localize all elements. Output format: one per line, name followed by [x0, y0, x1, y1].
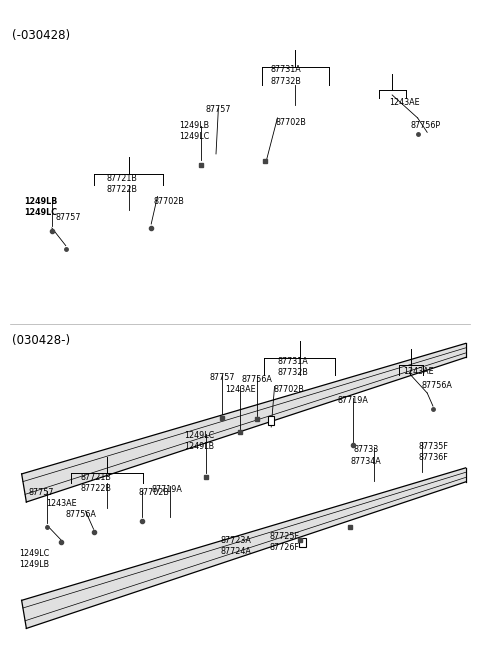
- Text: 87731A
87732B: 87731A 87732B: [270, 66, 301, 86]
- Text: 87723A
87724A: 87723A 87724A: [221, 536, 252, 556]
- Text: 87702B: 87702B: [276, 118, 307, 127]
- Text: 87719A: 87719A: [337, 396, 368, 405]
- Text: 87756A: 87756A: [241, 375, 272, 384]
- Text: (-030428): (-030428): [12, 29, 70, 43]
- Text: 87702B: 87702B: [138, 488, 169, 497]
- Text: 87725F
87726F: 87725F 87726F: [269, 532, 299, 552]
- Text: 87733
87734A: 87733 87734A: [350, 445, 381, 466]
- Text: 87721B
87722B: 87721B 87722B: [81, 473, 111, 493]
- Text: 1243AE: 1243AE: [403, 367, 434, 376]
- Text: 87731A
87732B: 87731A 87732B: [277, 357, 308, 377]
- Text: 87757: 87757: [55, 213, 81, 222]
- Text: 1243AE: 1243AE: [46, 499, 77, 508]
- Polygon shape: [22, 468, 466, 628]
- Text: 1249LB
1249LC: 1249LB 1249LC: [24, 196, 58, 217]
- Bar: [300, 538, 306, 546]
- Text: 87756P: 87756P: [410, 121, 441, 130]
- Text: 87757: 87757: [205, 105, 231, 114]
- Text: 87702B: 87702B: [154, 196, 184, 206]
- Text: 87719A: 87719A: [152, 485, 182, 494]
- Bar: [268, 417, 275, 425]
- Text: 1249LB
1249LC: 1249LB 1249LC: [179, 121, 210, 141]
- Polygon shape: [22, 343, 466, 502]
- Text: 1243AE: 1243AE: [389, 98, 420, 107]
- Text: 87756A: 87756A: [421, 381, 452, 390]
- Text: 87721B
87722B: 87721B 87722B: [107, 174, 138, 194]
- Text: 87757: 87757: [209, 373, 235, 383]
- Text: (030428-): (030428-): [12, 334, 70, 347]
- Text: 1243AE: 1243AE: [225, 385, 255, 394]
- Text: 87757: 87757: [28, 488, 54, 497]
- Text: 1249LC
1249LB: 1249LC 1249LB: [184, 431, 215, 451]
- Text: 87756A: 87756A: [65, 510, 96, 519]
- Text: 87702B: 87702B: [274, 385, 304, 394]
- Text: 1249LC
1249LB: 1249LC 1249LB: [19, 549, 50, 569]
- Text: 87735F
87736F: 87735F 87736F: [419, 442, 448, 462]
